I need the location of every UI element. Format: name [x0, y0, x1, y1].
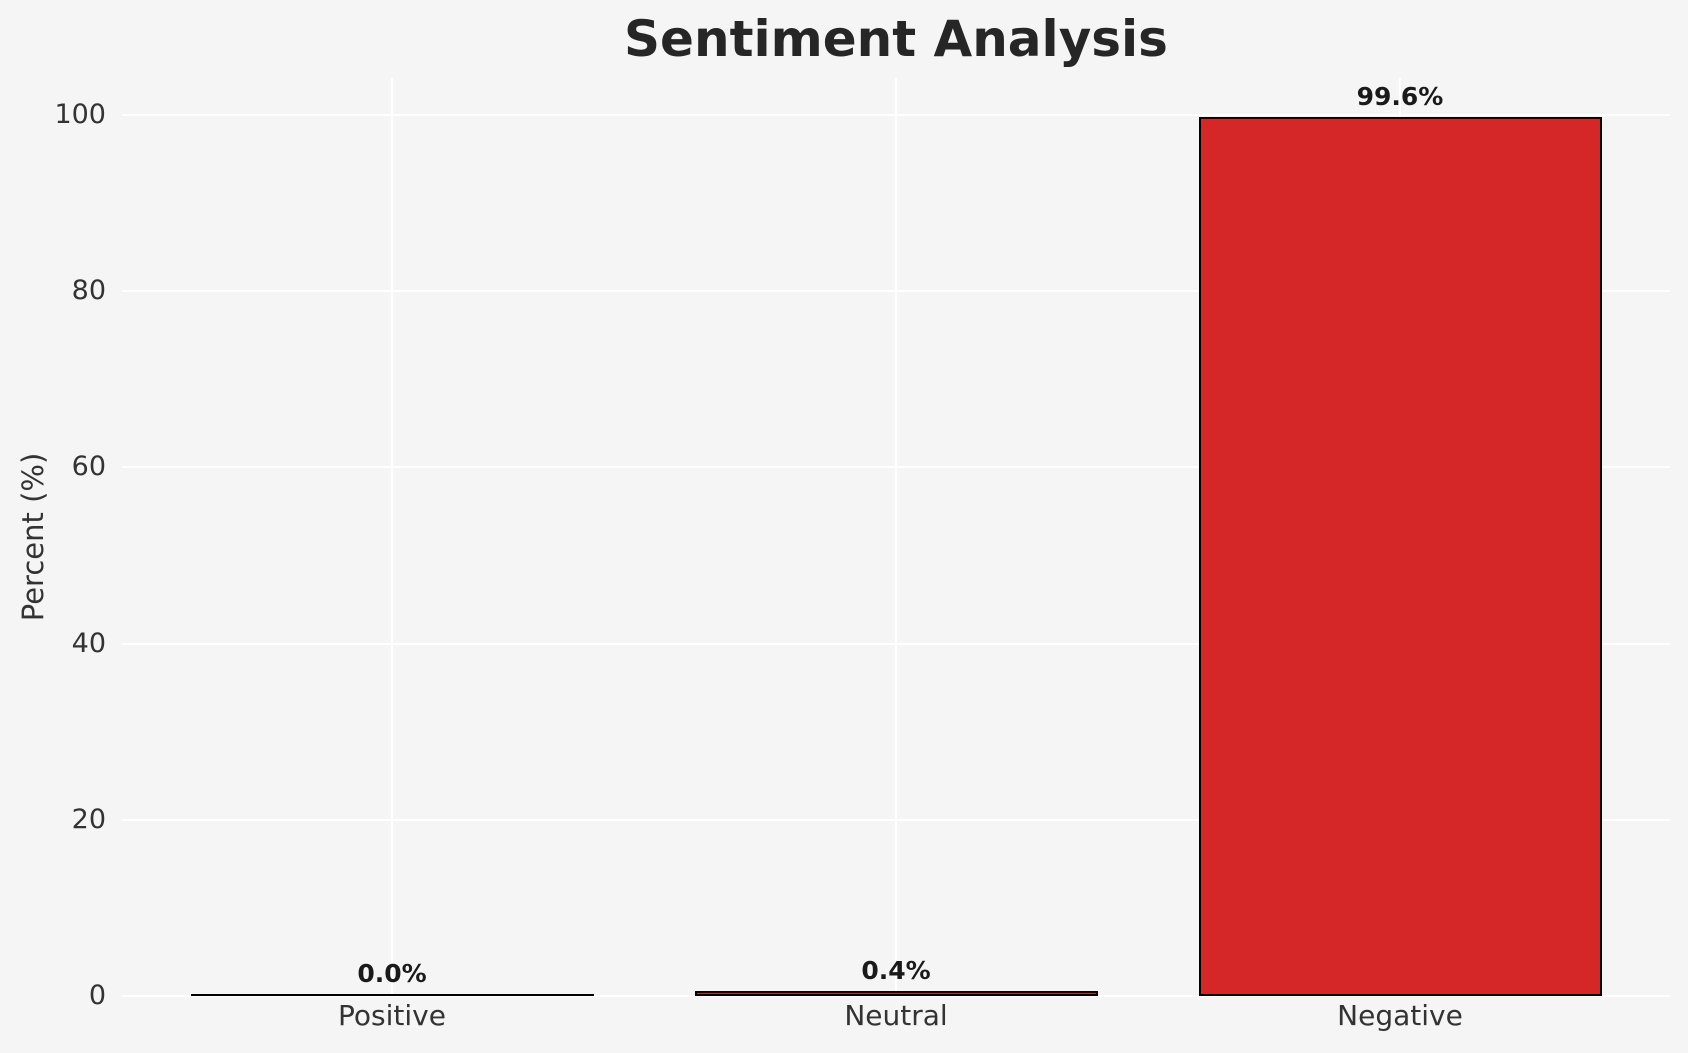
bar-neutral	[694, 991, 1098, 996]
chart-title: Sentiment Analysis	[624, 10, 1168, 68]
x-tick-label-negative: Negative	[1337, 999, 1463, 1032]
x-tick-label-positive: Positive	[338, 999, 446, 1032]
bar-value-label-positive: 0.0%	[357, 959, 427, 988]
y-tick-label-80: 80	[71, 275, 106, 306]
y-tick-label-40: 40	[71, 628, 106, 659]
y-tick-label-0: 0	[88, 980, 106, 1011]
bar-negative	[1198, 117, 1602, 996]
y-tick-label-20: 20	[71, 804, 106, 835]
bar-positive	[190, 994, 594, 996]
x-tick-label-neutral: Neutral	[844, 999, 948, 1032]
gridline-x-positive	[391, 78, 393, 996]
gridline-y-0	[122, 995, 1670, 997]
bar-value-label-negative: 99.6%	[1356, 82, 1444, 111]
y-tick-label-60: 60	[71, 451, 106, 482]
gridline-x-neutral	[895, 78, 897, 996]
plot-area: 0.0% 0.4% 99.6%	[122, 78, 1670, 997]
bar-value-label-neutral: 0.4%	[861, 956, 931, 985]
y-tick-label-100: 100	[54, 99, 106, 130]
